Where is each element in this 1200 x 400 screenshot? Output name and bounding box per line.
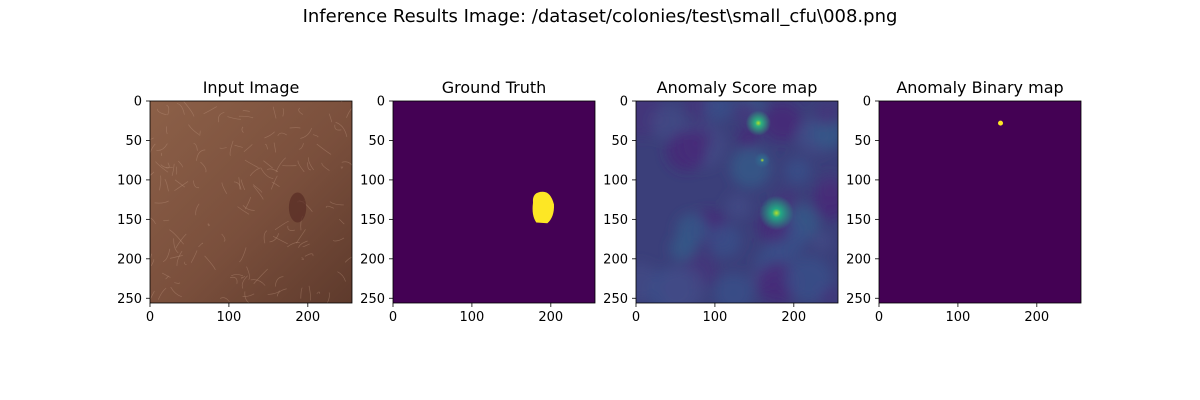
image-background bbox=[879, 101, 1081, 303]
x-tick-label: 200 bbox=[781, 310, 806, 325]
axes-frame bbox=[635, 100, 839, 304]
panel-2: Ground Truth 0 100 200 0 50 100 150 200 250 bbox=[360, 78, 596, 325]
x-tick-label: 0 bbox=[389, 310, 397, 325]
x-tick-label: 100 bbox=[459, 310, 484, 325]
y-tick-label: 100 bbox=[117, 173, 142, 188]
panel-title: Ground Truth bbox=[442, 78, 547, 97]
y-tick-label: 250 bbox=[360, 292, 385, 307]
panel-image bbox=[393, 101, 595, 303]
y-tick-label: 0 bbox=[620, 95, 628, 110]
x-tick-label: 200 bbox=[1024, 310, 1049, 325]
y-tick-label: 150 bbox=[846, 213, 871, 228]
x-tick-label: 200 bbox=[538, 310, 563, 325]
panel-title: Input Image bbox=[203, 78, 300, 97]
y-tick-label: 200 bbox=[603, 252, 628, 267]
y-tick-label: 50 bbox=[368, 134, 385, 149]
y-tick-label: 0 bbox=[377, 95, 385, 110]
y-tick-label: 150 bbox=[603, 213, 628, 228]
panel-title: Anomaly Score map bbox=[657, 78, 818, 97]
y-tick-label: 100 bbox=[846, 173, 871, 188]
y-tick-label: 250 bbox=[846, 292, 871, 307]
x-tick-label: 200 bbox=[295, 310, 320, 325]
y-tick-label: 250 bbox=[117, 292, 142, 307]
y-tick-label: 50 bbox=[611, 134, 628, 149]
y-tick-label: 250 bbox=[603, 292, 628, 307]
leather-texture bbox=[150, 101, 352, 303]
y-tick-label: 0 bbox=[134, 95, 142, 110]
defect-mark bbox=[288, 192, 307, 223]
y-tick-label: 200 bbox=[360, 252, 385, 267]
score-hotspot bbox=[754, 152, 771, 169]
axes-frame bbox=[878, 100, 1082, 304]
y-tick-label: 100 bbox=[603, 173, 628, 188]
x-tick-label: 0 bbox=[146, 310, 154, 325]
y-tick-label: 150 bbox=[117, 213, 142, 228]
axes-frame bbox=[149, 100, 353, 304]
y-tick-label: 150 bbox=[360, 213, 385, 228]
panel-title: Anomaly Binary map bbox=[896, 78, 1063, 97]
x-tick-label: 0 bbox=[875, 310, 883, 325]
image-background bbox=[150, 101, 352, 303]
panel-image bbox=[636, 101, 838, 303]
y-tick-label: 200 bbox=[846, 252, 871, 267]
image-background bbox=[393, 101, 595, 303]
x-tick-label: 100 bbox=[945, 310, 970, 325]
y-tick-label: 200 bbox=[117, 252, 142, 267]
panel-3: Anomaly Score map 0 100 200 0 50 100 150 200 250 bbox=[603, 78, 839, 325]
y-tick-label: 50 bbox=[854, 134, 871, 149]
panel-1: Input Image 0 100 200 0 50 100 150 200 250 bbox=[117, 78, 353, 325]
panel-image bbox=[150, 101, 352, 303]
figure-suptitle: Inference Results Image: /dataset/coloni… bbox=[303, 6, 898, 27]
y-tick-label: 0 bbox=[863, 95, 871, 110]
x-tick-label: 100 bbox=[216, 310, 241, 325]
y-tick-label: 50 bbox=[125, 134, 142, 149]
x-tick-label: 0 bbox=[632, 310, 640, 325]
x-tick-label: 100 bbox=[702, 310, 727, 325]
ground-truth-mask bbox=[532, 191, 555, 224]
score-hotspot bbox=[745, 110, 771, 136]
axes-frame bbox=[392, 100, 596, 304]
panel-image bbox=[879, 101, 1081, 303]
binary-detection bbox=[998, 120, 1004, 126]
y-tick-label: 100 bbox=[360, 173, 385, 188]
score-hotspot bbox=[759, 195, 794, 231]
panel-4: Anomaly Binary map 0 100 200 0 50 100 150 200 250 bbox=[846, 78, 1082, 325]
